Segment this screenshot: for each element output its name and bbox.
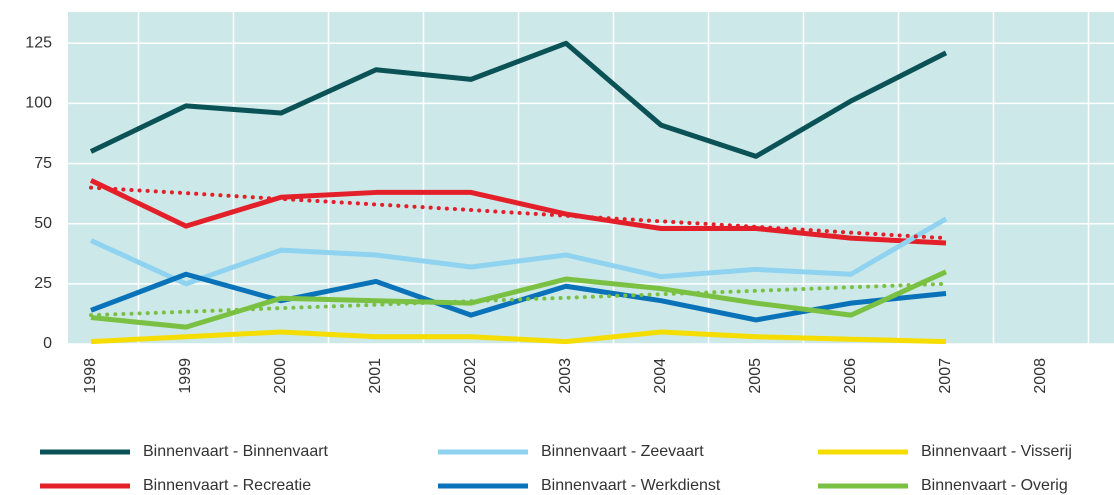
x-tick-label: 2007 [937, 358, 954, 394]
legend-label: Binnenvaart - Zeevaart [541, 443, 704, 460]
x-tick-label: 2004 [652, 358, 669, 394]
x-tick-label: 2000 [272, 358, 289, 394]
legend-label: Binnenvaart - Visserij [921, 443, 1072, 460]
legend-label: Binnenvaart - Overig [921, 477, 1068, 494]
series-line [89, 40, 948, 159]
series-line [90, 329, 947, 345]
legend-label: Binnenvaart - Binnenvaart [143, 443, 329, 460]
y-tick-label: 25 [34, 275, 52, 292]
trend-line [89, 281, 948, 318]
legend-label: Binnenvaart - Werkdienst [541, 477, 721, 494]
x-tick-label: 2005 [747, 358, 764, 394]
series-line [89, 216, 948, 287]
y-tick-label: 50 [34, 215, 52, 232]
y-tick-label: 75 [34, 155, 52, 172]
legend-label: Binnenvaart - Recreatie [143, 477, 311, 494]
series-line [89, 178, 947, 246]
x-tick-label: 1999 [177, 358, 194, 394]
y-tick-label: 0 [43, 335, 52, 352]
series-line [90, 269, 948, 330]
y-tick-label: 125 [25, 34, 52, 51]
x-tick-label: 2001 [367, 358, 384, 394]
x-tick-label: 2002 [462, 358, 479, 394]
x-tick-label: 2008 [1032, 358, 1049, 394]
x-tick-label: 2006 [842, 358, 859, 394]
trend-line [89, 185, 948, 241]
x-tick-label: 1998 [82, 358, 99, 394]
y-tick-label: 100 [25, 95, 52, 112]
x-tick-label: 2003 [557, 358, 574, 394]
